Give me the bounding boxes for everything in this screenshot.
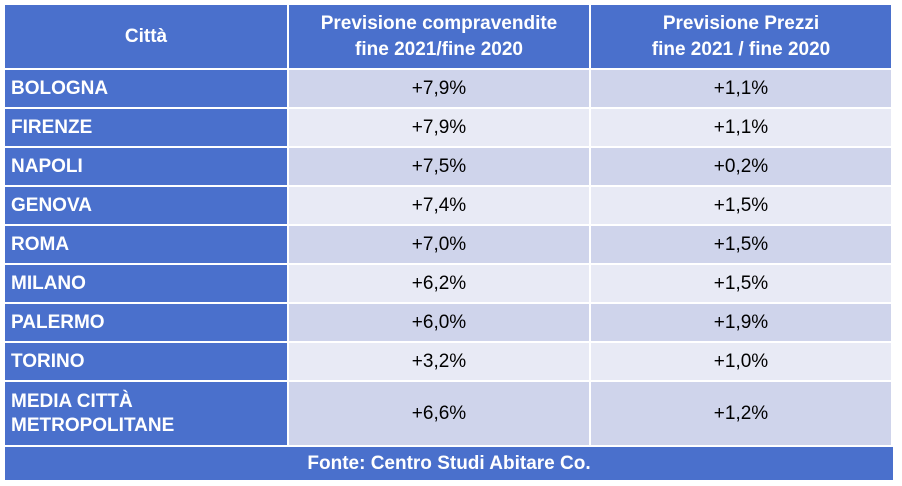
city-cell: MEDIA CITTÀ METROPOLITANE [5, 382, 289, 447]
city-cell: NAPOLI [5, 148, 289, 187]
city-name: NAPOLI [11, 155, 83, 177]
header-text: Previsione compravendite [320, 12, 558, 34]
value-cell: +6,0% [289, 304, 591, 343]
city-name: GENOVA [11, 194, 92, 216]
header-cell: Previsione compravendite fine 2021/fine 2… [289, 5, 591, 70]
city-cell: MILANO [5, 265, 289, 304]
value-cell: +6,6% [289, 382, 591, 447]
header-cell: Città [5, 5, 289, 70]
value-cell: +1,1% [591, 70, 893, 109]
value-cell: +1,5% [591, 187, 893, 226]
value-cell: +1,2% [591, 382, 893, 447]
city-name: PALERMO [11, 311, 105, 333]
value-cell: +7,5% [289, 148, 591, 187]
city-name: MEDIA CITTÀ METROPOLITANE [11, 390, 175, 436]
value-cell: +0,2% [591, 148, 893, 187]
city-cell: PALERMO [5, 304, 289, 343]
value-cell: +1,5% [591, 226, 893, 265]
city-name: TORINO [11, 350, 85, 372]
value-cell: +3,2% [289, 343, 591, 382]
city-cell: GENOVA [5, 187, 289, 226]
header-cell: Previsione Prezzi fine 2021 / fine 2020 [591, 5, 893, 70]
forecast-table: Città Previsione compravendite fine 2021/f… [5, 5, 893, 480]
value-cell: +7,4% [289, 187, 591, 226]
value-cell: +1,9% [591, 304, 893, 343]
header-text: fine 2021 / fine 2020 [651, 38, 831, 60]
value-cell: +1,0% [591, 343, 893, 382]
header-text: fine 2021/fine 2020 [355, 38, 523, 60]
city-cell: FIRENZE [5, 109, 289, 148]
source-footer: Fonte: Centro Studi Abitare Co. [5, 447, 893, 480]
header-text: Città [124, 25, 168, 47]
value-cell: +1,1% [591, 109, 893, 148]
value-cell: +7,0% [289, 226, 591, 265]
city-cell: ROMA [5, 226, 289, 265]
city-name: BOLOGNA [11, 77, 109, 99]
city-name: MILANO [11, 272, 86, 294]
value-cell: +6,2% [289, 265, 591, 304]
header-text: Previsione Prezzi [662, 12, 820, 34]
value-cell: +7,9% [289, 109, 591, 148]
city-name: ROMA [11, 233, 70, 255]
city-cell: BOLOGNA [5, 70, 289, 109]
city-cell: TORINO [5, 343, 289, 382]
value-cell: +7,9% [289, 70, 591, 109]
city-name: FIRENZE [11, 116, 93, 138]
value-cell: +1,5% [591, 265, 893, 304]
